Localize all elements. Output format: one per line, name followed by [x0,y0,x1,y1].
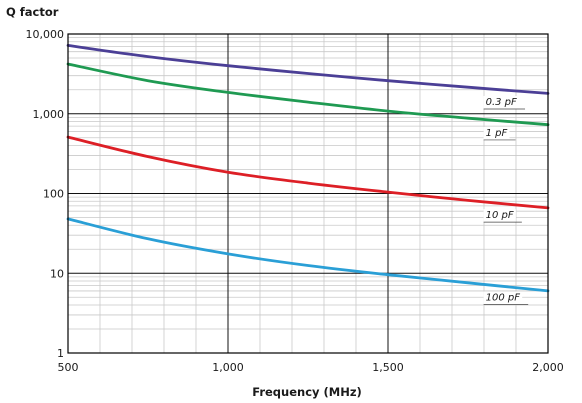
plot-frame [67,33,549,354]
series-label: 10 pF [486,210,514,221]
series-label-background [483,209,516,223]
series-labels: 0.3 pF 1 pF 10 pF 100 pF [483,96,529,305]
y-tick-labels: 1 10 100 1,000 10,000 [26,28,65,360]
series-line [66,44,550,95]
series-label: 0.3 pF [486,97,517,108]
grid-major [68,34,548,353]
y-tick-label: 10,000 [26,28,65,41]
x-tick-label: 1,000 [212,361,244,374]
x-tick-label: 1,500 [372,361,404,374]
series-line [66,62,550,127]
series-label-background [483,291,523,305]
x-axis-title: Frequency (MHz) [252,385,362,399]
y-tick-label: 1 [57,347,64,360]
series-lines [66,44,550,293]
y-axis-title: Q factor [6,5,59,19]
series-line [66,135,550,210]
series-label-background [483,96,520,110]
series-label: 1 pF [486,128,508,139]
x-tick-label: 500 [58,361,79,374]
series-line [66,217,550,293]
x-tick-label: 2,000 [532,361,564,374]
series-label-background [483,126,510,140]
y-tick-label: 100 [43,188,64,201]
x-tick-labels: 500 1,000 1,500 2,000 [58,361,564,374]
y-tick-label: 1,000 [33,108,65,121]
y-tick-label: 10 [50,267,64,280]
grid-minor [68,34,548,353]
series-label: 100 pF [486,293,521,304]
